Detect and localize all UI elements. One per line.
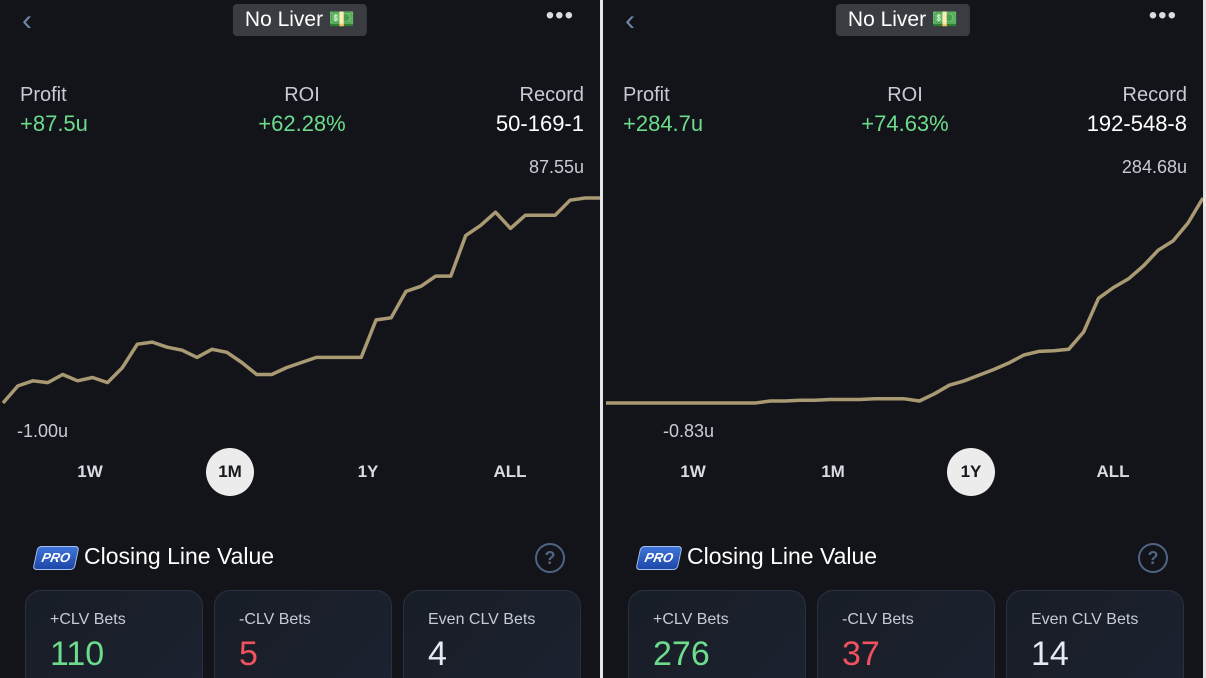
card-value: 37 [842, 635, 880, 673]
period-button[interactable]: ALL [493, 462, 527, 481]
stat-value: 192-548-8 [1086, 111, 1187, 136]
clv-card: -CLV Bets 37 [817, 590, 995, 678]
period-button[interactable]: 1M [821, 462, 845, 481]
clv-card: -CLV Bets 5 [214, 590, 392, 678]
more-button[interactable]: ••• [1148, 2, 1177, 29]
stat-value: +87.5u [20, 111, 88, 136]
card-label: -CLV Bets [239, 611, 311, 628]
card-value: 110 [50, 635, 105, 673]
help-button[interactable]: ? [535, 543, 565, 573]
stat-value: +74.63% [861, 111, 949, 136]
card-value: 14 [1031, 635, 1069, 673]
chart-max-label: 284.68u [1121, 157, 1187, 177]
period-button[interactable]: 1M [206, 448, 254, 496]
card-value: 276 [653, 635, 710, 673]
clv-card: +CLV Bets 110 [25, 590, 203, 678]
card-label: Even CLV Bets [1031, 611, 1139, 628]
clv-card: +CLV Bets 276 [628, 590, 806, 678]
card-label: -CLV Bets [842, 611, 914, 628]
period-button[interactable]: 1W [680, 462, 706, 481]
profit-chart [1, 196, 600, 405]
card-value: 5 [239, 635, 258, 673]
period-button[interactable]: 1Y [947, 448, 995, 496]
pro-badge: PRO [635, 546, 683, 570]
phone-screen: ‹ No Liver 💵 ••• Profit +87.5u ROI +62.28% Reco… [0, 0, 600, 678]
period-button[interactable]: 1W [77, 462, 103, 481]
phone-screen: ‹ No Liver 💵 ••• Profit +284.7u ROI +74.63% Rec… [603, 0, 1203, 678]
profit-line [606, 197, 1203, 405]
stat-label: Profit [20, 84, 67, 106]
card-label: +CLV Bets [653, 611, 729, 628]
back-button[interactable]: ‹ [625, 4, 635, 37]
section-title: Closing Line Value [84, 543, 275, 569]
pro-badge: PRO [32, 546, 80, 570]
profit-chart [606, 197, 1203, 405]
chart-min-label: -0.83u [663, 421, 715, 441]
period-button[interactable]: ALL [1096, 462, 1130, 481]
header-title: No Liver 💵 [232, 4, 368, 36]
back-button[interactable]: ‹ [22, 4, 32, 37]
chart-min-label: -1.00u [17, 421, 69, 441]
stat-label: Record [519, 84, 584, 106]
stat-label: Profit [623, 84, 670, 106]
more-button[interactable]: ••• [545, 2, 574, 29]
clv-card: Even CLV Bets 4 [403, 590, 581, 678]
card-label: Even CLV Bets [428, 611, 536, 628]
stat-value: +284.7u [623, 111, 704, 136]
stat-label: ROI [887, 84, 923, 106]
card-value: 4 [428, 635, 447, 673]
stat-value: +62.28% [258, 111, 346, 136]
stat-label: ROI [284, 84, 320, 106]
stat-value: 50-169-1 [495, 111, 584, 136]
period-button[interactable]: 1Y [357, 462, 379, 481]
clv-card: Even CLV Bets 14 [1006, 590, 1184, 678]
header-title: No Liver 💵 [835, 4, 971, 36]
card-label: +CLV Bets [50, 611, 126, 628]
profit-line [1, 196, 600, 405]
section-title: Closing Line Value [687, 543, 878, 569]
help-button[interactable]: ? [1138, 543, 1168, 573]
stat-label: Record [1122, 84, 1187, 106]
chart-max-label: 87.55u [528, 157, 584, 177]
